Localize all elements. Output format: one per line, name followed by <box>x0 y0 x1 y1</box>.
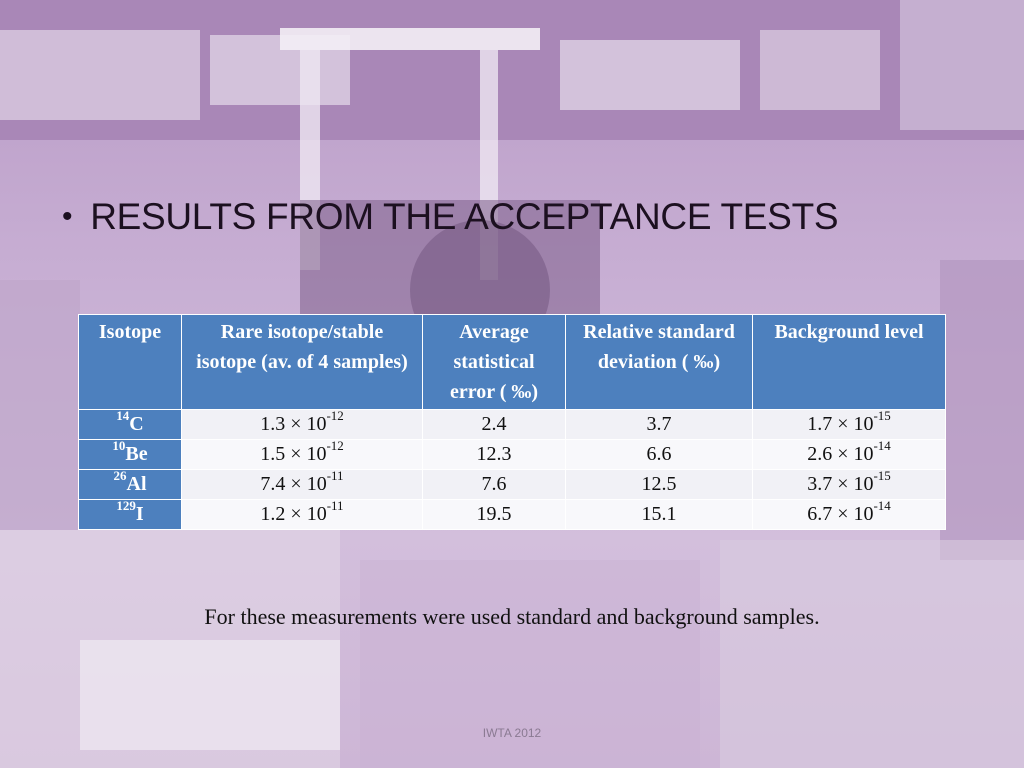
isotope-cell: 129I <box>78 499 182 530</box>
error-cell: 2.4 <box>422 409 566 440</box>
background-cell: 1.7 × 10-15 <box>752 409 946 440</box>
isotope-cell: 10Be <box>78 439 182 470</box>
footer-text: IWTA 2012 <box>482 726 542 740</box>
rsd-cell: 3.7 <box>565 409 753 440</box>
slide-title: • RESULTS FROM THE ACCEPTANCE TESTS <box>62 192 839 242</box>
bullet-icon: • <box>62 200 73 233</box>
rsd-cell: 15.1 <box>565 499 753 530</box>
error-cell: 12.3 <box>422 439 566 470</box>
background-cell: 2.6 × 10-14 <box>752 439 946 470</box>
header-ratio: Rare isotope/stable isotope (av. of 4 sa… <box>181 314 423 410</box>
rsd-cell: 12.5 <box>565 469 753 500</box>
results-table: Isotope Rare isotope/stable isotope (av.… <box>78 314 946 530</box>
background-cell: 6.7 × 10-14 <box>752 499 946 530</box>
ratio-cell: 1.2 × 10-11 <box>181 499 423 530</box>
table-row: 14C 1.3 × 10-12 2.4 3.7 1.7 × 10-15 <box>78 409 946 440</box>
ratio-cell: 7.4 × 10-11 <box>181 469 423 500</box>
isotope-cell: 14C <box>78 409 182 440</box>
header-isotope: Isotope <box>78 314 182 410</box>
header-error: Average statistical error ( ‰) <box>422 314 566 410</box>
error-cell: 19.5 <box>422 499 566 530</box>
table-header-row: Isotope Rare isotope/stable isotope (av.… <box>78 314 946 410</box>
rsd-cell: 6.6 <box>565 439 753 470</box>
isotope-cell: 26Al <box>78 469 182 500</box>
table-row: 10Be 1.5 × 10-12 12.3 6.6 2.6 × 10-14 <box>78 439 946 470</box>
error-cell: 7.6 <box>422 469 566 500</box>
header-rsd: Relative standard deviation ( ‰) <box>565 314 753 410</box>
slide-title-text: RESULTS FROM THE ACCEPTANCE TESTS <box>90 196 839 237</box>
background-cell: 3.7 × 10-15 <box>752 469 946 500</box>
ratio-cell: 1.5 × 10-12 <box>181 439 423 470</box>
header-background: Background level <box>752 314 946 410</box>
table-row: 129I 1.2 × 10-11 19.5 15.1 6.7 × 10-14 <box>78 499 946 530</box>
ratio-cell: 1.3 × 10-12 <box>181 409 423 440</box>
measurement-note: For these measurements were used standar… <box>204 604 820 629</box>
table-row: 26Al 7.4 × 10-11 7.6 12.5 3.7 × 10-15 <box>78 469 946 500</box>
